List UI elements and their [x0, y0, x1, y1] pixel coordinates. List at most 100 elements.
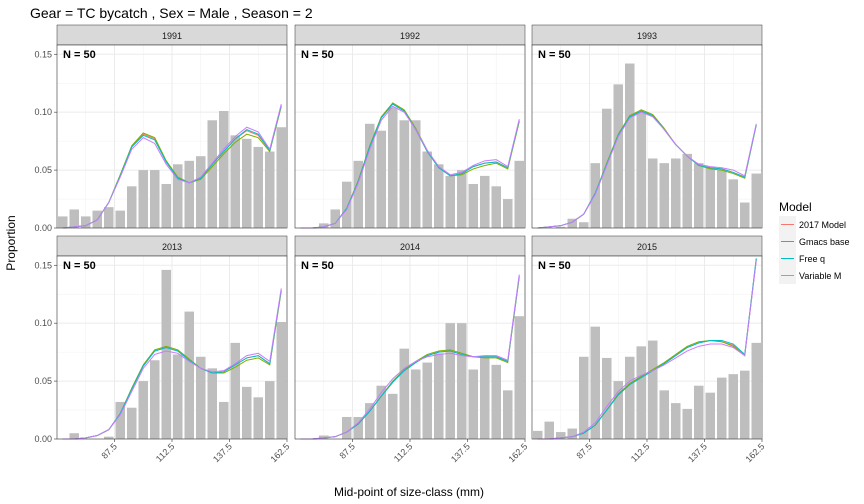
- observed-bar: [556, 226, 566, 228]
- facet-strip-label: 1991: [162, 31, 182, 41]
- sample-size-annotation: N = 50: [538, 49, 571, 61]
- legend: Model 2017 Model Gmacs base Free q Variable…: [779, 200, 850, 284]
- observed-bar: [104, 436, 114, 439]
- facet-strip-label: 2014: [400, 242, 420, 252]
- x-tick-label: 87.5: [574, 441, 593, 460]
- observed-bar: [184, 311, 194, 439]
- x-tick-label: 162.5: [506, 441, 529, 464]
- observed-bar: [468, 183, 478, 228]
- observed-bar: [740, 202, 750, 228]
- observed-bar: [445, 323, 455, 439]
- observed-bar: [717, 377, 727, 439]
- fit-line-variable-m: [300, 105, 520, 229]
- observed-bar: [422, 151, 432, 228]
- panel-2014: 2014 N = 50 87.5 112.5 137.5 162.5: [294, 235, 529, 464]
- facet-strip-label: 1993: [637, 31, 657, 41]
- y-tick-label: 0.10: [34, 318, 52, 328]
- observed-bar: [319, 435, 329, 439]
- observed-bar: [533, 430, 543, 439]
- x-tick-label: 112.5: [629, 441, 652, 464]
- observed-bar: [81, 216, 91, 228]
- observed-bar: [265, 151, 275, 228]
- y-tick-label: 0.05: [34, 165, 52, 175]
- legend-label: Free q: [799, 254, 825, 264]
- observed-bar: [319, 223, 329, 228]
- observed-bar: [388, 107, 398, 228]
- x-tick-label: 162.5: [743, 441, 766, 464]
- fit-line-variable-m: [62, 288, 282, 440]
- observed-bar: [365, 123, 375, 228]
- observed-bar: [544, 421, 554, 439]
- observed-bar: [625, 63, 635, 228]
- x-tick-label: 162.5: [268, 441, 291, 464]
- panel-border: [294, 44, 526, 229]
- observed-bar: [491, 186, 501, 228]
- observed-bar: [590, 326, 600, 439]
- x-axis-label: Mid-point of size-class (mm): [334, 485, 484, 499]
- observed-bar: [457, 323, 467, 439]
- observed-bar: [579, 222, 589, 228]
- observed-bar: [276, 322, 286, 439]
- panel-2015: 2015 N = 50 87.5 112.5 137.5 162.5: [531, 235, 766, 464]
- observed-bar: [219, 401, 229, 439]
- observed-bar: [150, 360, 160, 439]
- y-tick-label: 0.15: [34, 49, 52, 59]
- panel-2013: 2013 N = 50 0.00 0.05 0.10 0.15 87.5 112.5 137.5…: [34, 235, 291, 464]
- observed-bar: [242, 138, 252, 228]
- panel-1992: 1992 N = 50: [294, 24, 526, 229]
- observed-bar: [480, 356, 490, 439]
- observed-bar: [728, 179, 738, 228]
- observed-bar: [579, 356, 589, 439]
- observed-bar: [230, 135, 240, 228]
- y-axis-label: Proportion: [4, 215, 18, 270]
- observed-bar: [682, 408, 692, 439]
- observed-bar: [399, 348, 409, 439]
- legend-label: 2017 Model: [799, 220, 846, 230]
- legend-entry: Free q: [779, 250, 825, 267]
- sample-size-annotation: N = 50: [63, 49, 96, 61]
- observed-bar: [265, 381, 275, 439]
- legend-title: Model: [779, 200, 812, 214]
- observed-bar: [491, 364, 501, 439]
- observed-bar: [648, 158, 658, 228]
- observed-bar: [445, 175, 455, 228]
- observed-bar: [434, 164, 444, 228]
- observed-bar: [173, 164, 183, 228]
- observed-bar: [104, 207, 114, 228]
- x-tick-label: 137.5: [211, 441, 234, 464]
- observed-bar: [253, 397, 263, 439]
- fit-line-variable-m: [537, 111, 757, 229]
- legend-entry: Gmacs base: [779, 233, 850, 250]
- observed-bar: [514, 316, 524, 439]
- observed-bar: [353, 160, 363, 228]
- x-tick-label: 87.5: [99, 441, 118, 460]
- observed-bar: [388, 393, 398, 439]
- facet-strip-label: 2015: [637, 242, 657, 252]
- observed-bar: [365, 403, 375, 439]
- observed-bar: [161, 269, 171, 439]
- observed-bar: [602, 108, 612, 228]
- observed-bar: [659, 163, 669, 228]
- observed-bar: [69, 209, 79, 228]
- fit-line-variable-m: [62, 103, 282, 229]
- x-tick-label: 137.5: [686, 441, 709, 464]
- observed-bar: [150, 170, 160, 228]
- observed-bar: [751, 173, 761, 228]
- observed-bar: [503, 390, 513, 439]
- panel-1991: 1991 N = 50 0.00 0.05 0.10 0.15: [34, 24, 288, 233]
- panel-border: [56, 44, 288, 229]
- facet-strip-label: 2013: [162, 242, 182, 252]
- observed-bar: [411, 369, 421, 439]
- y-tick-label: 0.00: [34, 434, 52, 444]
- observed-bar: [694, 163, 704, 228]
- chart-title: Gear = TC bycatch , Sex = Male , Season …: [30, 5, 313, 21]
- observed-bar: [276, 127, 286, 228]
- observed-bar: [115, 401, 125, 439]
- fit-line-variable-m: [537, 260, 757, 440]
- sample-size-annotation: N = 50: [301, 260, 334, 272]
- observed-bar: [399, 120, 409, 228]
- observed-bar: [161, 183, 171, 228]
- observed-bar: [69, 433, 79, 439]
